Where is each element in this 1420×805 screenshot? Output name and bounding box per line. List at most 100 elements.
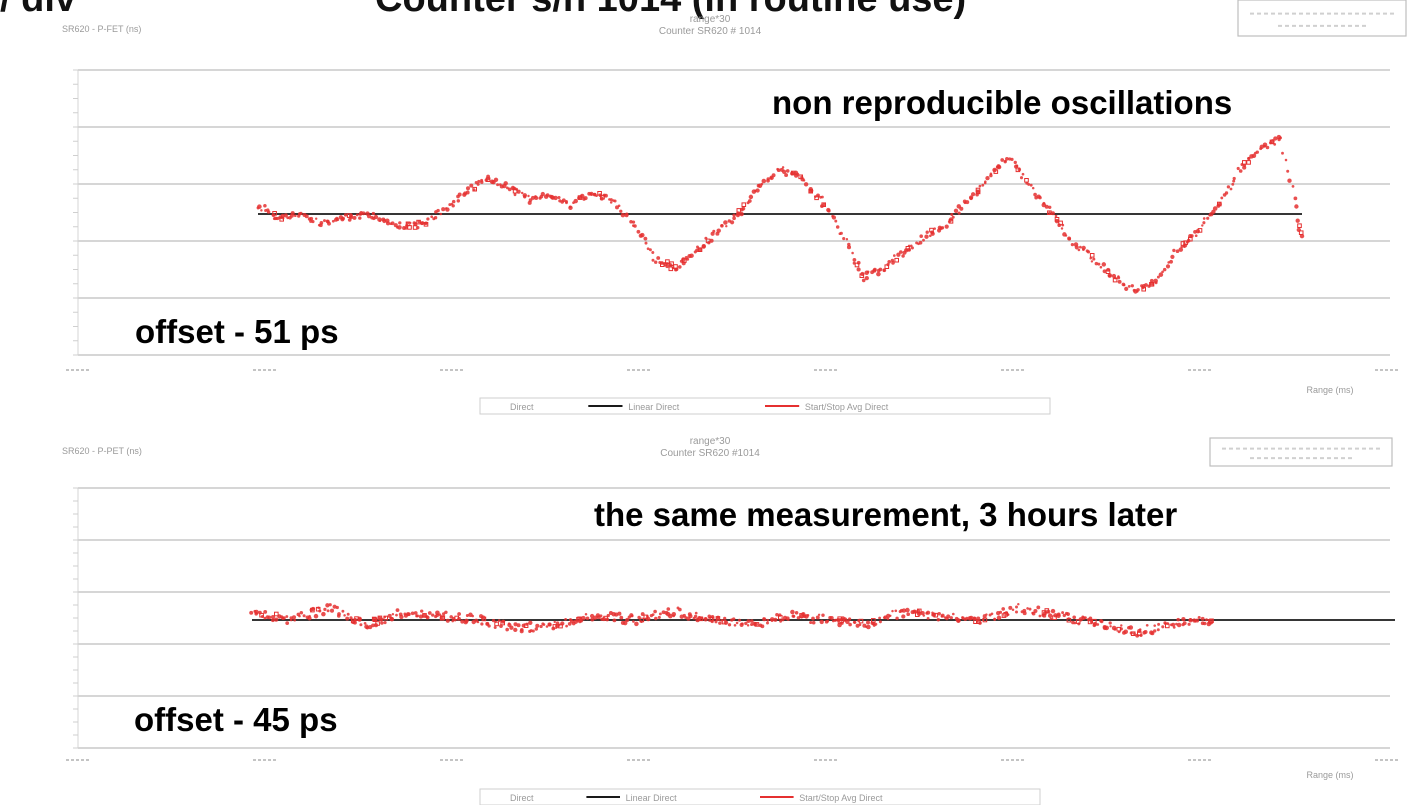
annotation-oscillations: non reproducible oscillations (772, 84, 1233, 121)
data-point (1158, 272, 1164, 277)
data-point (480, 622, 484, 626)
data-marker (1298, 230, 1304, 235)
data-point (387, 613, 392, 618)
data-point (809, 620, 813, 625)
data-point (926, 616, 930, 620)
data-point (1047, 205, 1052, 210)
data-marker (808, 188, 814, 194)
data-point (766, 178, 770, 183)
annotation-offset-bottom: offset - 45 ps (134, 701, 338, 738)
data-point (732, 213, 736, 218)
data-point (335, 217, 340, 222)
data-point (1238, 169, 1243, 173)
data-point (918, 240, 923, 245)
data-point (323, 219, 326, 223)
x-axis-label: Range (ms) (1306, 385, 1353, 395)
data-point (547, 622, 552, 627)
data-point (761, 178, 767, 184)
data-marker (274, 611, 279, 617)
data-point (359, 623, 363, 627)
data-point (796, 616, 801, 620)
data-point (1117, 279, 1122, 284)
data-point (1181, 616, 1186, 622)
data-point (444, 610, 448, 615)
data-point (1161, 625, 1165, 629)
data-point (1096, 623, 1100, 626)
data-point (747, 199, 752, 203)
data-point (625, 617, 630, 623)
data-marker (1183, 240, 1188, 245)
data-point (285, 615, 289, 618)
data-point (573, 198, 578, 204)
data-point (1232, 176, 1236, 181)
data-point (732, 216, 736, 221)
data-point (949, 616, 953, 620)
data-point (981, 183, 985, 187)
data-marker (494, 621, 499, 627)
data-point (861, 278, 866, 283)
data-marker (975, 187, 981, 193)
data-marker (1137, 631, 1142, 636)
data-point (398, 221, 402, 225)
data-point (922, 614, 926, 617)
data-point (1044, 204, 1049, 209)
data-point (366, 214, 372, 219)
data-point (920, 610, 925, 616)
data-marker (485, 177, 491, 182)
data-point (581, 615, 586, 621)
data-point (266, 210, 271, 214)
data-marker (500, 620, 505, 626)
data-point (1074, 245, 1079, 250)
data-marker (481, 616, 487, 622)
data-marker (858, 618, 864, 624)
data-point (820, 195, 824, 199)
data-point (341, 216, 345, 221)
data-point (1036, 605, 1041, 610)
data-point (1088, 616, 1093, 621)
data-point (1279, 136, 1282, 140)
data-marker (639, 617, 645, 623)
data-point (1026, 607, 1029, 610)
data-point (631, 220, 636, 224)
legend-box (479, 397, 1051, 415)
data-point (846, 245, 852, 250)
data-point (776, 168, 781, 172)
x-axis-label: Range (ms) (1306, 770, 1353, 780)
data-point (891, 609, 894, 613)
data-marker (799, 613, 804, 618)
data-point (1157, 622, 1161, 626)
data-marker (1297, 223, 1302, 228)
data-point (1047, 613, 1053, 618)
data-point (283, 213, 288, 218)
data-point (457, 612, 461, 616)
data-point (263, 609, 268, 614)
data-point (436, 208, 440, 213)
data-marker (917, 608, 922, 614)
data-point (1124, 286, 1129, 291)
data-point (1255, 150, 1259, 154)
data-point (1015, 610, 1018, 614)
data-point (480, 180, 484, 184)
data-point (858, 623, 862, 627)
data-point (1224, 191, 1229, 195)
data-point (1205, 618, 1208, 622)
data-point (1206, 216, 1210, 220)
data-point (471, 614, 475, 618)
data-marker (1149, 282, 1154, 287)
data-point (487, 624, 491, 628)
data-point (1001, 607, 1005, 611)
data-point (1104, 625, 1109, 631)
data-point (855, 623, 860, 628)
data-point (1212, 206, 1218, 211)
data-point (803, 182, 809, 187)
data-point (1136, 288, 1140, 292)
data-point (1048, 211, 1051, 214)
data-point (1201, 224, 1204, 227)
data-marker (976, 619, 981, 625)
data-point (953, 208, 959, 213)
data-point (989, 172, 993, 176)
data-point (1038, 614, 1042, 618)
data-point (951, 215, 955, 219)
data-point (746, 624, 750, 627)
